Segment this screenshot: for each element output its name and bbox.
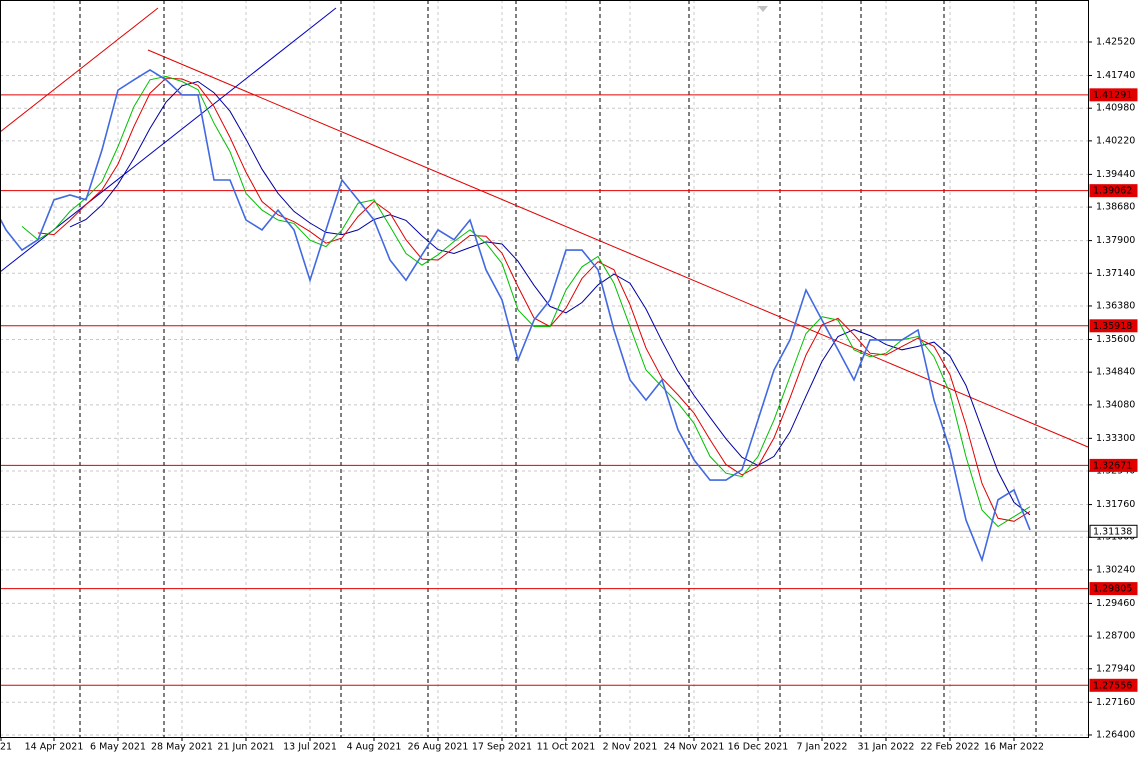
y-tick-label: 1.33300: [1096, 433, 1135, 444]
y-tick-label: 1.37900: [1096, 235, 1135, 246]
plot-frame: [0, 0, 1089, 738]
price-tag: [1089, 678, 1138, 692]
price-tag: [1089, 582, 1138, 596]
moving-average: [21, 75, 1031, 528]
period-separators: [79, 0, 1037, 737]
y-tick-label: 1.28700: [1096, 631, 1135, 642]
y-tick-label: 1.26400: [1096, 729, 1135, 740]
y-tick-label: 1.41740: [1096, 70, 1135, 81]
price-tag-label: 1.27556: [1093, 680, 1132, 691]
y-tick-label: 1.27160: [1096, 697, 1135, 708]
x-tick-label: 4 Aug 2021: [347, 742, 402, 753]
x-tick-label: 6 May 2021: [90, 742, 146, 753]
y-tick-label: 1.27940: [1096, 663, 1135, 674]
y-tick-label: 1.37140: [1096, 268, 1135, 279]
x-tick-label: 21 Jun 2021: [217, 742, 274, 753]
x-tick-label: 13 Jul 2021: [283, 742, 337, 753]
trend-line: [0, 7, 159, 133]
x-tick-label: 28 May 2021: [151, 742, 213, 753]
price-tag: [1089, 458, 1138, 472]
y-tick-label: 1.40980: [1096, 103, 1135, 114]
y-tick-label: 1.40220: [1096, 135, 1135, 146]
x-tick-label: 17 Sep 2021: [472, 742, 532, 753]
x-tick-label: 24 Nov 2021: [664, 742, 725, 753]
x-tick-label: 22 Feb 2022: [920, 742, 979, 753]
moving-average: [37, 77, 1031, 522]
price-tag-label: 1.41291: [1093, 90, 1132, 101]
y-tick-label: 1.35600: [1096, 334, 1135, 345]
series: [0, 68, 1031, 563]
moving-average: [69, 80, 1031, 516]
price-line: [0, 68, 1031, 563]
x-tick-label: 16 Mar 2022: [984, 742, 1044, 753]
x-tick-label: 31 Jan 2022: [858, 742, 915, 753]
price-tag-label: 1.32671: [1093, 460, 1132, 471]
x-tick-label: 11 Oct 2021: [537, 742, 596, 753]
price-tag-label: 1.31138: [1093, 526, 1132, 537]
price-tag: [1089, 88, 1138, 102]
y-tick-label: 1.36380: [1096, 300, 1135, 311]
price-tag-label: 1.39062: [1093, 186, 1132, 197]
y-tick-label: 1.39440: [1096, 169, 1135, 180]
x-tick-label: 7 Jan 2022: [797, 742, 848, 753]
price-tag: [1089, 319, 1138, 333]
shift-marker: [758, 6, 768, 12]
x-tick-label: 2 Nov 2021: [603, 742, 658, 753]
price-tag: [1089, 524, 1138, 538]
x-tick-label: 26 Aug 2021: [408, 742, 469, 753]
y-tick-label: 1.31760: [1096, 499, 1135, 510]
levels: [0, 94, 1088, 686]
y-tick-label: 1.34080: [1096, 399, 1135, 410]
y-tick-label: 1.38680: [1096, 202, 1135, 213]
axis: 1.42520 1.41740 1.40980 1.40220 1.39440 1.386…: [0, 37, 1138, 753]
y-tick-label: 1.29460: [1096, 598, 1135, 609]
y-tick-label: 1.42520: [1096, 37, 1135, 48]
trend-line: [147, 49, 1089, 448]
y-tick-label: 1.34840: [1096, 367, 1135, 378]
x-tick-label: 21: [0, 742, 12, 753]
price-tag: [1089, 184, 1138, 198]
y-tick-label: 1.30240: [1096, 564, 1135, 575]
grid: [0, 0, 1088, 737]
x-tick-label: 14 Apr 2021: [25, 742, 84, 753]
x-tick-label: 16 Dec 2021: [728, 742, 789, 753]
price-tag-label: 1.29805: [1093, 584, 1132, 595]
price-tag-label: 1.35918: [1093, 321, 1132, 332]
